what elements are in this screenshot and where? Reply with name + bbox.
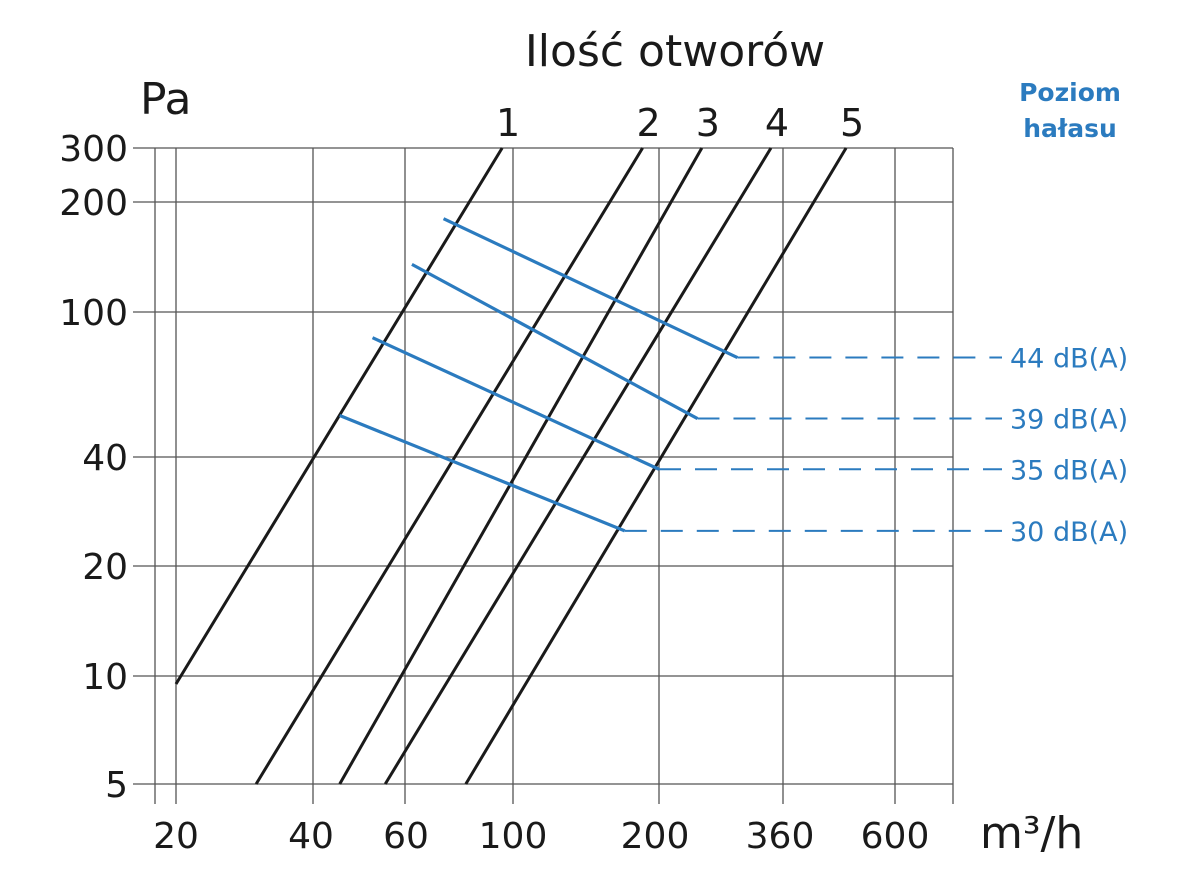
y-tick-label: 20 <box>82 547 128 588</box>
x-tick-label: 60 <box>383 816 429 857</box>
x-axis-unit: m³/h <box>980 808 1083 859</box>
curve-line <box>174 147 504 685</box>
noise-level-label: 44 dB(A) <box>1010 344 1128 375</box>
y-tick-label: 40 <box>82 438 128 479</box>
noise-level-title: hałasu <box>1023 114 1117 143</box>
noise-level-label: 39 dB(A) <box>1010 405 1128 436</box>
chart-title: Ilość otworów <box>525 26 825 77</box>
noise-level-label: 35 dB(A) <box>1010 455 1128 486</box>
curve-line <box>383 147 773 785</box>
curve-label: 1 <box>496 101 520 145</box>
x-tick-label: 200 <box>621 816 690 857</box>
curve-line <box>338 147 704 785</box>
y-tick-label: 5 <box>105 765 128 806</box>
y-tick-label: 200 <box>59 183 128 224</box>
y-tick-label: 300 <box>59 129 128 170</box>
y-tick-label: 100 <box>59 293 128 334</box>
curve-line <box>464 147 848 785</box>
curve-line <box>254 147 644 785</box>
curve-label: 3 <box>696 101 720 145</box>
x-axis-ticks: 20 40 60 100 200 360 600 <box>153 816 929 857</box>
noise-level-line <box>411 262 699 420</box>
x-tick-label: 20 <box>153 816 199 857</box>
y-tick-label: 10 <box>82 657 128 698</box>
curve-label: 2 <box>636 101 660 145</box>
noise-level-label: 30 dB(A) <box>1010 517 1128 548</box>
grid <box>133 147 954 804</box>
noise-level-title: Poziom <box>1019 78 1121 107</box>
noise-level-line <box>442 217 739 359</box>
curves <box>174 147 848 785</box>
noise-level-line <box>371 336 660 471</box>
x-tick-label: 40 <box>288 816 334 857</box>
noise-level-line <box>339 413 626 533</box>
x-tick-label: 600 <box>861 816 930 857</box>
x-tick-label: 360 <box>746 816 815 857</box>
curve-label: 5 <box>840 101 864 145</box>
noise-lines: 44 dB(A) 39 dB(A) 35 dB(A) 30 dB(A) <box>339 217 1128 548</box>
y-axis-unit: Pa <box>140 74 192 125</box>
curve-label: 4 <box>765 101 789 145</box>
x-tick-label: 100 <box>479 816 548 857</box>
y-axis-ticks: 300 200 100 40 20 10 5 <box>59 129 128 806</box>
